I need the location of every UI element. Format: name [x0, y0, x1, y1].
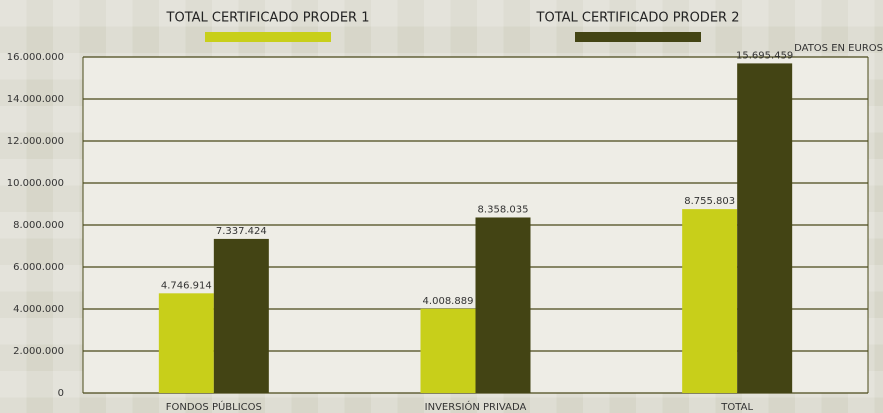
- bar: [682, 209, 738, 393]
- value-label: 7.337.424: [216, 226, 267, 237]
- y-tick-label: 16.000.000: [7, 52, 64, 63]
- value-label: 8.358.035: [478, 204, 529, 215]
- legend-label: TOTAL CERTIFICADO PRODER 2: [536, 11, 740, 26]
- value-label: 4.008.889: [423, 296, 474, 307]
- y-tick-label: 2.000.000: [13, 346, 64, 357]
- value-label: 15.695.459: [736, 50, 793, 61]
- x-tick-label: TOTAL: [720, 402, 753, 413]
- annotation: DATOS EN EUROS: [794, 43, 883, 54]
- bar: [158, 293, 214, 393]
- legend-swatch: [575, 32, 701, 42]
- y-tick-label: 14.000.000: [7, 94, 64, 105]
- x-tick-label: INVERSIÓN PRIVADA: [425, 400, 527, 413]
- value-label: 4.746.914: [161, 280, 212, 291]
- y-tick-label: 6.000.000: [13, 262, 64, 273]
- legend-swatch: [205, 32, 331, 42]
- y-tick-label: 8.000.000: [13, 220, 64, 231]
- legend-label: TOTAL CERTIFICADO PRODER 1: [166, 11, 370, 26]
- x-tick-label: FONDOS PÚBLICOS: [166, 400, 262, 413]
- bar: [475, 217, 531, 393]
- bar: [420, 308, 476, 393]
- value-label: 8.755.803: [684, 196, 735, 207]
- y-tick-label: 10.000.000: [7, 178, 64, 189]
- y-tick-label: 0: [58, 388, 64, 399]
- y-tick-label: 4.000.000: [13, 304, 64, 315]
- y-tick-label: 12.000.000: [7, 136, 64, 147]
- bar: [737, 63, 793, 394]
- bar: [213, 238, 269, 393]
